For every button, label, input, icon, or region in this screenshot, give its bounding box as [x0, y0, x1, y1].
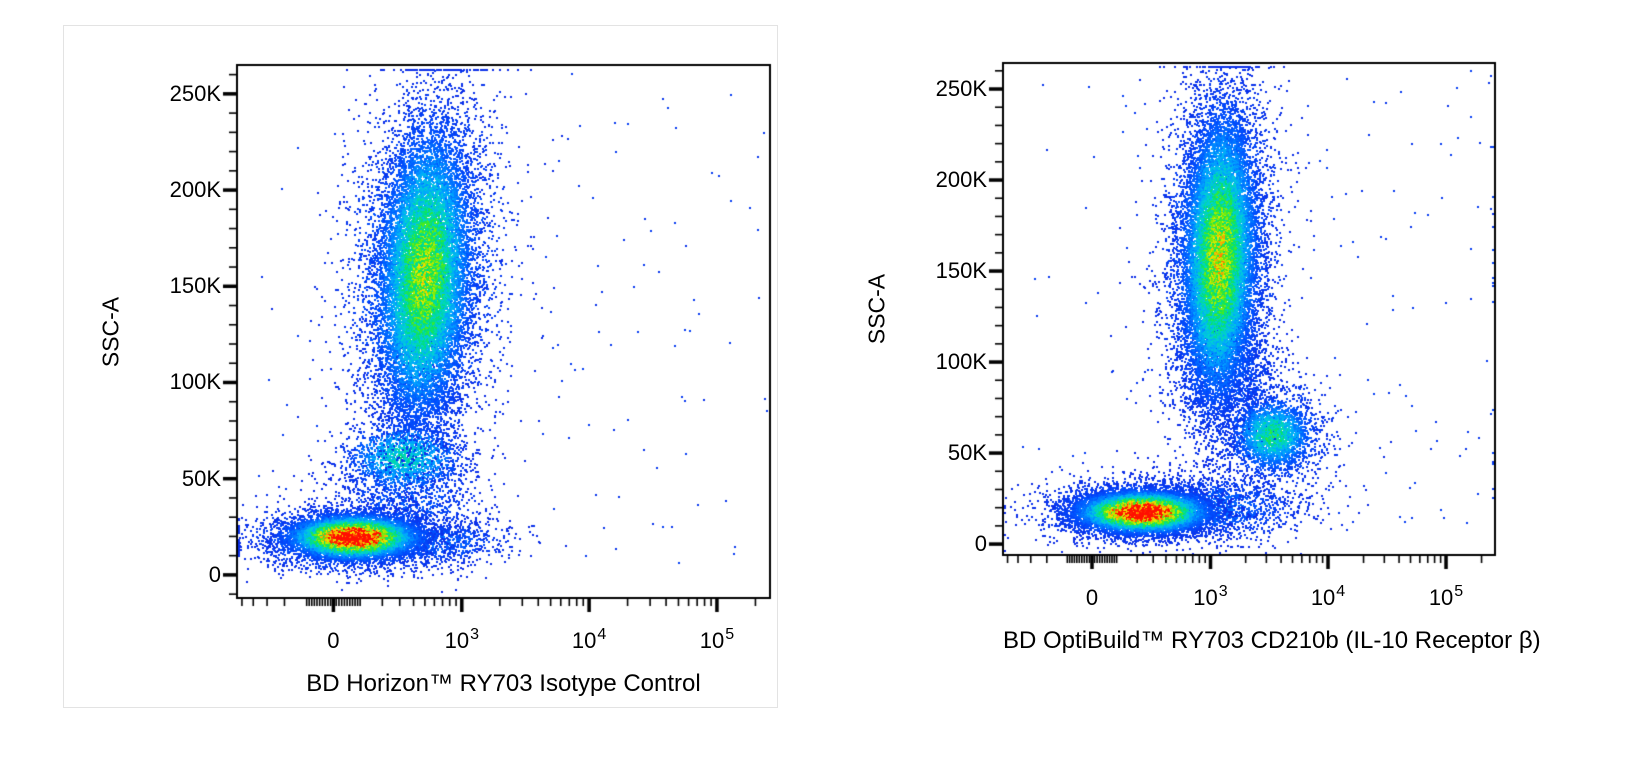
- y-tick-label: 200K: [935, 167, 987, 193]
- y-tick-label: 150K: [169, 273, 221, 299]
- x-tick-label: 105: [1428, 583, 1464, 610]
- x-tick-label: 104: [571, 626, 607, 653]
- y-tick-label: 0: [208, 561, 221, 587]
- x-tick-label: 103: [1193, 583, 1228, 610]
- y-tick-label: 100K: [935, 349, 987, 375]
- y-tick-label: 50K: [181, 465, 221, 491]
- y-tick-label: 200K: [169, 177, 221, 203]
- y-tick-label: 100K: [169, 369, 221, 395]
- y-axis-title: SSC-A: [863, 273, 890, 345]
- x-tick-label: 104: [1310, 583, 1346, 610]
- x-tick-label: 103: [444, 626, 479, 653]
- y-tick-label: 250K: [935, 76, 987, 102]
- x-axis-title: BD OptiBuild™ RY703 CD210b (IL-10 Recept…: [1003, 627, 1541, 654]
- cd210b-scatter-canvas: [981, 55, 1505, 587]
- x-tick-label: 0: [1085, 585, 1099, 610]
- y-tick-label: 250K: [169, 80, 221, 106]
- y-tick-label: 0: [974, 531, 987, 557]
- y-tick-label: 150K: [935, 258, 987, 284]
- x-tick-label: 0: [327, 628, 340, 653]
- y-tick-label: 50K: [947, 440, 987, 466]
- x-tick-label: 105: [699, 626, 735, 653]
- x-axis-title: BD Horizon™ RY703 Isotype Control: [306, 670, 701, 697]
- isotype-scatter-canvas: [215, 57, 780, 630]
